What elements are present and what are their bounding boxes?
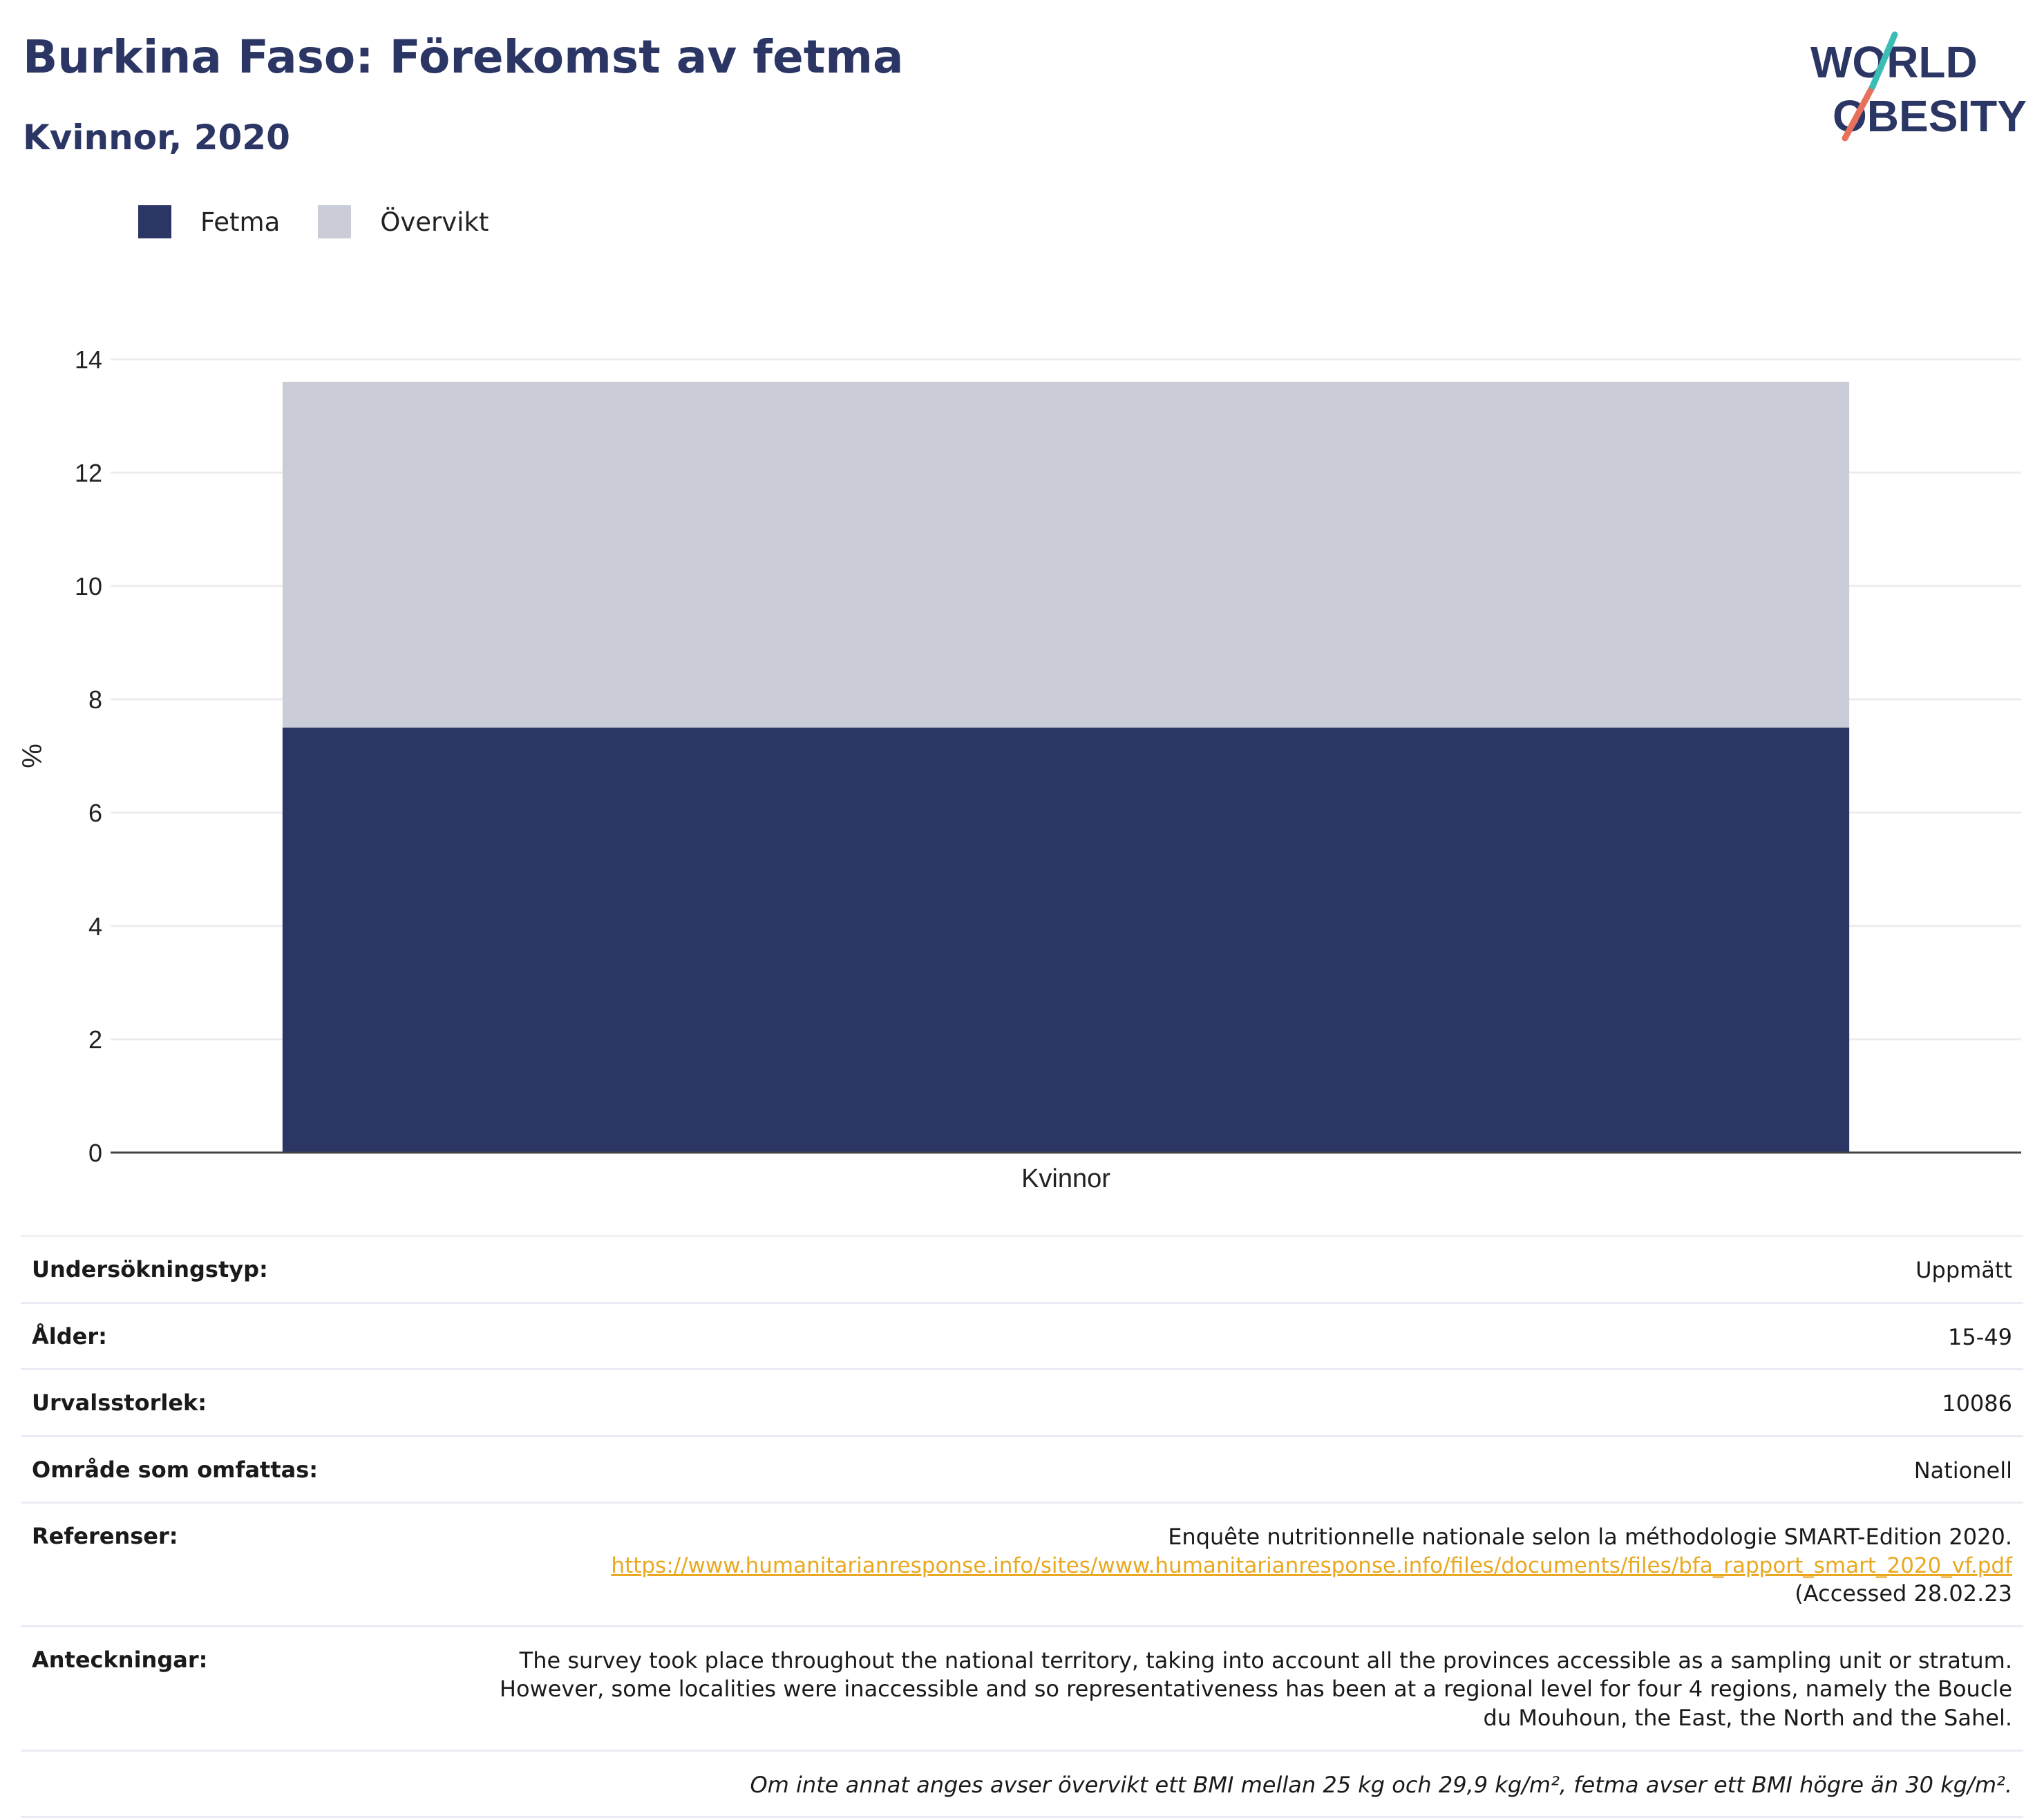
- legend-label-overvikt: Övervikt: [380, 207, 489, 237]
- y-tick-label: 14: [75, 345, 102, 374]
- label-age: Ålder:: [32, 1323, 107, 1350]
- label-survey-type: Undersökningstyp:: [32, 1256, 268, 1282]
- y-tick-label: 0: [88, 1139, 102, 1167]
- svg-text:OBESITY: OBESITY: [1833, 91, 2027, 141]
- value-sample-size: 10086: [1942, 1390, 2012, 1417]
- x-tick-label: Kvinnor: [1021, 1164, 1110, 1193]
- value-notes: The survey took place throughout the nat…: [500, 1647, 2012, 1733]
- value-references: Enquête nutritionnelle nationale selon l…: [611, 1523, 2012, 1608]
- y-tick-label: 12: [75, 459, 102, 487]
- bar-fetma: [282, 728, 1850, 1153]
- row-survey-type: Undersökningstyp: Uppmätt: [21, 1237, 2023, 1304]
- world-obesity-logo: WORLD OBESITY: [1810, 31, 2027, 142]
- notes-line-3: du Mouhoun, the East, the North and the …: [1483, 1705, 2012, 1732]
- label-sample-size: Urvalsstorlek:: [32, 1390, 207, 1417]
- label-coverage: Område som omfattas:: [32, 1456, 319, 1483]
- svg-text:WORLD: WORLD: [1810, 37, 1978, 87]
- y-axis-label: %: [17, 744, 48, 768]
- value-survey-type: Uppmätt: [1915, 1257, 2012, 1283]
- bar--vervikt: [282, 381, 1850, 728]
- y-tick-label: 6: [88, 799, 102, 827]
- value-coverage: Nationell: [1913, 1457, 2012, 1484]
- chart-legend: Fetma Övervikt: [138, 205, 527, 238]
- y-tick-label: 8: [88, 685, 102, 714]
- y-tick-label: 4: [88, 912, 102, 940]
- legend-swatch-overvikt: [318, 205, 352, 238]
- legend-item-overvikt[interactable]: Övervikt: [318, 205, 489, 238]
- y-tick-label: 10: [75, 572, 102, 600]
- value-age: 15-49: [1948, 1323, 2012, 1350]
- row-age: Ålder: 15-49: [21, 1304, 2023, 1371]
- label-references: Referenser:: [32, 1523, 178, 1550]
- reference-accessed: (Accessed 28.02.23: [1795, 1580, 2012, 1607]
- label-notes: Anteckningar:: [32, 1646, 208, 1673]
- stacked-bar-chart: 0 2 4 6 8 10 12 14 Kvinnor%: [17, 345, 2021, 1193]
- reference-text: Enquête nutritionnelle nationale selon l…: [1168, 1524, 2012, 1551]
- row-coverage: Område som omfattas: Nationell: [21, 1437, 2023, 1504]
- chart-title: Burkina Faso: Förekomst av fetma: [23, 30, 904, 84]
- y-tick-label: 2: [88, 1025, 102, 1054]
- metadata-table: Undersökningstyp: Uppmätt Ålder: 15-49 U…: [21, 1235, 2023, 1818]
- legend-swatch-fetma: [138, 205, 171, 238]
- row-references: Referenser: Enquête nutritionnelle natio…: [21, 1504, 2023, 1627]
- row-footnote: Om inte annat anges avser övervikt ett B…: [21, 1752, 2023, 1818]
- legend-label-fetma: Fetma: [200, 207, 281, 237]
- bmi-footnote: Om inte annat anges avser övervikt ett B…: [750, 1771, 2012, 1798]
- row-sample-size: Urvalsstorlek: 10086: [21, 1370, 2023, 1437]
- chart-subtitle: Kvinnor, 2020: [23, 117, 290, 158]
- reference-link[interactable]: https://www.humanitarianresponse.info/si…: [611, 1553, 2012, 1578]
- row-notes: Anteckningar: The survey took place thro…: [21, 1627, 2023, 1752]
- notes-line-2: However, some localities were inaccessib…: [499, 1676, 2012, 1703]
- legend-item-fetma[interactable]: Fetma: [138, 205, 280, 238]
- notes-line-1: The survey took place throughout the nat…: [519, 1647, 2012, 1674]
